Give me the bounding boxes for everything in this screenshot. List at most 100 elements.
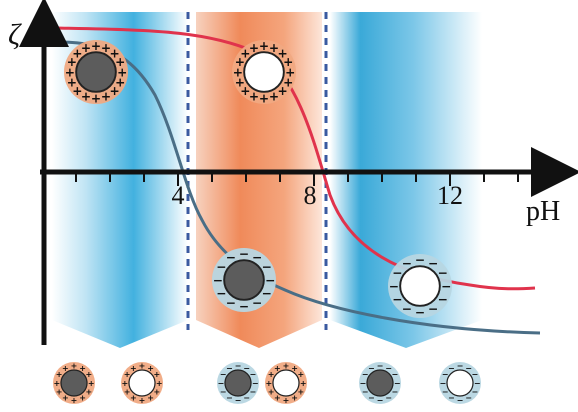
positive-charge-sign: + xyxy=(109,84,119,98)
positive-charge-sign: + xyxy=(56,387,63,396)
negative-charge-sign: − xyxy=(394,379,401,388)
negative-charge-sign: − xyxy=(472,387,479,396)
particle-core-dark xyxy=(223,259,265,301)
negative-charge-sign: − xyxy=(252,296,262,310)
negative-charge-sign: − xyxy=(220,370,227,379)
band-basic xyxy=(330,12,482,348)
negative-charge-sign: − xyxy=(250,387,257,396)
negative-charge-sign: − xyxy=(439,379,446,388)
positive-charge-sign: + xyxy=(130,394,137,403)
negative-charge-sign: − xyxy=(239,300,249,314)
positive-charge-sign: + xyxy=(291,394,298,403)
positive-charge-sign: + xyxy=(277,84,287,98)
positive-charge-sign: + xyxy=(121,379,128,388)
positive-charge-sign: + xyxy=(139,396,146,405)
positive-charge-sign: + xyxy=(233,65,243,79)
bottom-particle-1: + +++++++++++ xyxy=(53,362,95,405)
positive-charge-sign: + xyxy=(71,396,78,405)
negative-charge-sign: − xyxy=(226,394,233,403)
bottom-particle-2: + +++++++++++ xyxy=(121,362,163,405)
negative-charge-sign: − xyxy=(252,379,259,388)
positive-charge-sign: + xyxy=(265,379,272,388)
tick-label-8: 8 xyxy=(304,181,317,210)
negative-charge-sign: − xyxy=(402,257,412,271)
positive-charge-sign: + xyxy=(285,65,295,79)
positive-charge-sign: + xyxy=(79,364,86,373)
positive-charge-sign: + xyxy=(81,90,91,104)
positive-charge-sign: + xyxy=(67,75,77,89)
negative-charge-sign: − xyxy=(213,273,223,287)
negative-charge-sign: − xyxy=(235,362,242,371)
tick-label-4: 4 xyxy=(172,181,185,210)
negative-charge-sign: − xyxy=(385,364,392,373)
particle-layer: + +++++++++++++++ + +++++++++++++++− −−−−−−−… xyxy=(53,39,481,405)
positive-charge-sign: + xyxy=(139,362,146,371)
positive-charge-sign: + xyxy=(147,394,154,403)
positive-charge-sign: + xyxy=(249,90,259,104)
negative-charge-sign: − xyxy=(250,370,257,379)
positive-charge-sign: + xyxy=(269,41,279,55)
negative-charge-sign: − xyxy=(226,251,236,265)
negative-charge-sign: − xyxy=(402,302,412,316)
particle-core-white xyxy=(272,369,300,397)
negative-charge-sign: − xyxy=(243,394,250,403)
positive-charge-sign: + xyxy=(268,370,275,379)
positive-charge-sign: + xyxy=(62,364,69,373)
positive-charge-sign: + xyxy=(283,75,293,89)
negative-charge-sign: − xyxy=(441,279,451,293)
negative-charge-sign: − xyxy=(262,286,272,300)
positive-charge-sign: + xyxy=(235,75,245,89)
positive-charge-sign: + xyxy=(71,362,78,371)
negative-charge-sign: − xyxy=(216,286,226,300)
negative-charge-sign: − xyxy=(362,387,369,396)
negative-charge-sign: − xyxy=(415,253,425,267)
negative-charge-sign: − xyxy=(392,292,402,306)
negative-charge-sign: − xyxy=(438,292,448,306)
particle-core-dark xyxy=(366,369,394,397)
negative-charge-sign: − xyxy=(472,370,479,379)
positive-charge-sign: + xyxy=(283,362,290,371)
positive-charge-sign: + xyxy=(291,364,298,373)
positive-charge-sign: + xyxy=(283,55,293,69)
particle-core-white xyxy=(446,369,474,397)
negative-charge-sign: − xyxy=(243,364,250,373)
bottom-particle-5: − −−−−−−−−−−− xyxy=(359,362,401,405)
positive-charge-sign: + xyxy=(156,379,163,388)
positive-charge-sign: + xyxy=(81,41,91,55)
negative-charge-sign: − xyxy=(442,387,449,396)
negative-charge-sign: − xyxy=(368,364,375,373)
bottom-particle-4: + +++++++++++ xyxy=(265,362,307,405)
positive-charge-sign: + xyxy=(240,47,250,61)
positive-charge-sign: + xyxy=(53,379,60,388)
positive-charge-sign: + xyxy=(154,387,161,396)
negative-charge-sign: − xyxy=(392,387,399,396)
positive-charge-sign: + xyxy=(154,370,161,379)
negative-charge-sign: − xyxy=(392,370,399,379)
positive-charge-sign: + xyxy=(268,387,275,396)
particle-core-dark xyxy=(75,51,117,93)
negative-charge-sign: − xyxy=(359,379,366,388)
particle-core-dark xyxy=(60,369,88,397)
positive-charge-sign: + xyxy=(91,92,101,106)
positive-charge-sign: + xyxy=(124,370,131,379)
positive-charge-sign: + xyxy=(298,370,305,379)
negative-charge-sign: − xyxy=(252,251,262,265)
x-ticks xyxy=(75,172,519,186)
negative-charge-sign: − xyxy=(235,396,242,405)
positive-charge-sign: + xyxy=(298,387,305,396)
positive-charge-sign: + xyxy=(249,41,259,55)
positive-charge-sign: + xyxy=(115,75,125,89)
positive-charge-sign: + xyxy=(67,55,77,69)
negative-charge-sign: − xyxy=(438,266,448,280)
positive-charge-sign: + xyxy=(86,370,93,379)
curve-white-particle xyxy=(54,26,536,291)
positive-charge-sign: + xyxy=(259,92,269,106)
negative-charge-sign: − xyxy=(265,273,275,287)
y-axis-label: ζ xyxy=(8,18,22,51)
positive-charge-sign: + xyxy=(130,364,137,373)
particle-core-dark xyxy=(224,369,252,397)
positive-charge-sign: + xyxy=(147,364,154,373)
positive-charge-sign: + xyxy=(274,364,281,373)
positive-charge-sign: + xyxy=(79,394,86,403)
negative-charge-sign: − xyxy=(448,364,455,373)
